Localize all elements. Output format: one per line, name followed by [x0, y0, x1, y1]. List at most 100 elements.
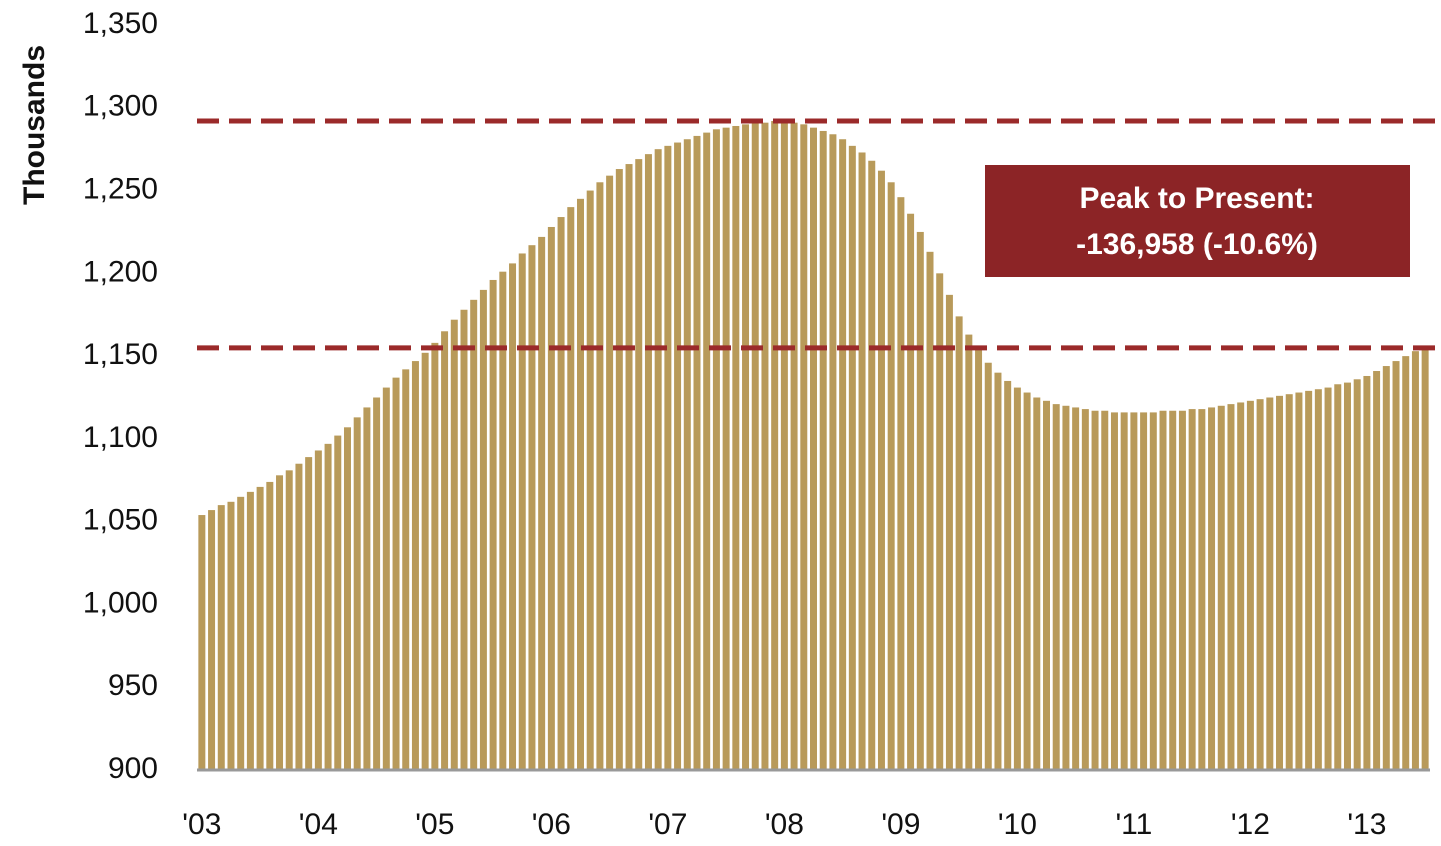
bar [916, 231, 924, 770]
bar [509, 263, 517, 770]
bar [1023, 392, 1031, 770]
bar [431, 342, 439, 770]
bar [305, 457, 313, 770]
bar [1363, 375, 1371, 770]
bar [1013, 387, 1021, 770]
bar [1208, 407, 1216, 770]
y-tick-label: 1,050 [83, 504, 158, 537]
y-tick-label: 900 [108, 752, 158, 785]
bar [1237, 402, 1245, 770]
bar [1072, 407, 1080, 770]
bar [664, 145, 672, 770]
bar [402, 369, 410, 770]
y-tick-label: 1,000 [83, 586, 158, 619]
bar [1276, 395, 1284, 770]
bar [538, 236, 546, 770]
bar [547, 226, 555, 770]
x-tick-label: '09 [881, 808, 920, 841]
x-tick-label: '10 [998, 808, 1037, 841]
bar [897, 197, 905, 770]
y-tick-label: 1,250 [83, 172, 158, 205]
bar [606, 175, 614, 771]
y-tick-label: 1,200 [83, 255, 158, 288]
bar [1421, 347, 1429, 770]
bar [1159, 410, 1167, 770]
bar [353, 417, 361, 770]
bar [567, 207, 575, 771]
bar [1043, 400, 1051, 770]
bar [945, 294, 953, 770]
bar [693, 135, 701, 770]
bar [1343, 382, 1351, 770]
bar [907, 213, 915, 770]
y-tick-label: 1,350 [83, 7, 158, 40]
bar [227, 501, 235, 770]
bar [712, 129, 720, 771]
bar [1178, 410, 1186, 770]
bar [1305, 390, 1313, 770]
bar [751, 122, 759, 770]
bar [819, 130, 827, 770]
y-tick-label: 1,300 [83, 90, 158, 123]
bar [1033, 397, 1041, 770]
bar [198, 515, 206, 770]
y-tick-label: 1,150 [83, 338, 158, 371]
bar [936, 273, 944, 770]
bar [1188, 409, 1196, 770]
bar [644, 154, 652, 771]
bar [722, 127, 730, 770]
bar [1169, 410, 1177, 770]
x-tick-label: '11 [1115, 808, 1152, 841]
bar [839, 139, 847, 770]
bar [276, 475, 284, 770]
bar [994, 372, 1002, 770]
bar [926, 251, 934, 771]
bar [848, 145, 856, 770]
bar [343, 427, 351, 770]
bar [441, 331, 449, 770]
bar [285, 470, 293, 770]
bar [1101, 410, 1109, 770]
annotation-text: Peak to Present: [1079, 182, 1314, 215]
bar [557, 217, 565, 771]
bar [1052, 404, 1060, 770]
bar [877, 170, 885, 770]
bar [1227, 404, 1235, 770]
bar [1392, 361, 1400, 770]
x-tick-label: '08 [765, 808, 804, 841]
bar [1373, 371, 1381, 770]
bar [1334, 384, 1342, 770]
bar [1120, 412, 1128, 770]
bar [470, 299, 478, 770]
bar [965, 334, 973, 770]
bar [1256, 399, 1264, 770]
bar [984, 362, 992, 770]
x-tick-label: '13 [1347, 808, 1386, 841]
bar [1217, 405, 1225, 770]
bar [732, 125, 740, 770]
bar [373, 397, 381, 770]
bar [955, 316, 963, 770]
bar [1295, 392, 1303, 770]
bar [771, 121, 779, 771]
bar [975, 349, 983, 770]
bar [324, 443, 332, 770]
bar [1324, 387, 1332, 770]
bar [392, 377, 400, 770]
bar [596, 182, 604, 770]
bar [489, 279, 497, 770]
y-tick-label: 1,100 [83, 421, 158, 454]
bar [674, 142, 682, 771]
x-tick-label: '03 [182, 808, 221, 841]
bar [499, 271, 507, 770]
bar [683, 139, 691, 770]
bar [256, 486, 264, 770]
bar [829, 134, 837, 770]
annotation-text: -136,958 (-10.6%) [1076, 228, 1318, 261]
bar [460, 309, 468, 770]
bar [421, 352, 429, 770]
bar [1382, 366, 1390, 770]
bar [1266, 397, 1274, 770]
bar [1110, 412, 1118, 770]
